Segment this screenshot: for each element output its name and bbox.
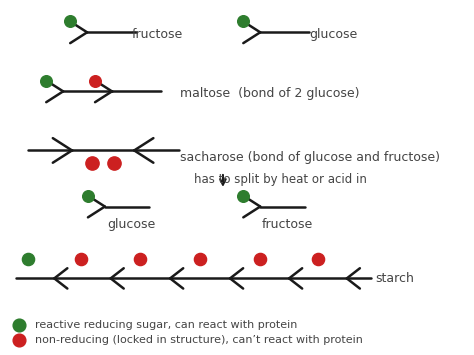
Point (256, 256, 264, 262)
Text: non-reducing (locked in structure), can’t react with protein: non-reducing (locked in structure), can’… (35, 335, 363, 345)
Point (15, 322, 23, 328)
Point (24, 256, 31, 262)
Point (66, 19, 74, 24)
Point (91, 78, 99, 83)
Text: starch: starch (375, 272, 414, 285)
Point (239, 19, 247, 24)
Point (77, 256, 85, 262)
Text: has to split by heat or acid in: has to split by heat or acid in (194, 174, 366, 186)
Point (84, 193, 92, 198)
Text: fructose: fructose (261, 218, 312, 231)
Text: glucose: glucose (309, 28, 357, 41)
Point (314, 256, 322, 262)
Point (196, 256, 204, 262)
Point (15, 338, 23, 343)
Text: reactive reducing sugar, can react with protein: reactive reducing sugar, can react with … (35, 320, 297, 330)
Point (43, 78, 50, 83)
Point (88, 160, 95, 166)
Point (239, 193, 247, 198)
Point (137, 256, 144, 262)
Text: fructose: fructose (131, 28, 183, 41)
Point (110, 160, 118, 166)
Text: sacharose (bond of glucose and fructose): sacharose (bond of glucose and fructose) (180, 151, 440, 164)
Text: maltose  (bond of 2 glucose): maltose (bond of 2 glucose) (180, 87, 360, 100)
Text: glucose: glucose (108, 218, 155, 231)
